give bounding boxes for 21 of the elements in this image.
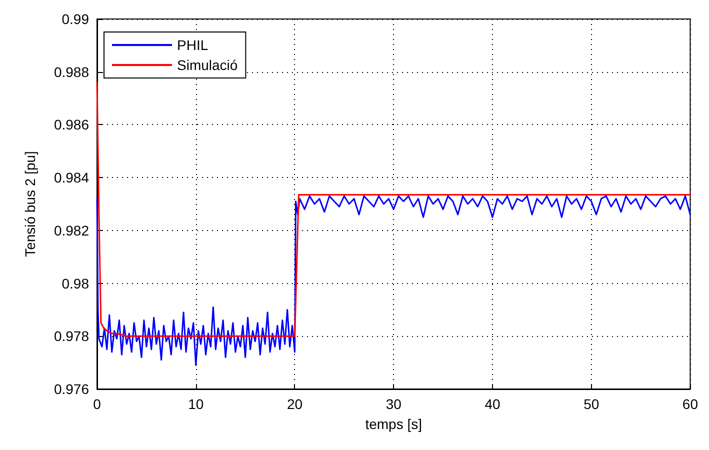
y-tick-label: 0.982	[54, 222, 90, 238]
x-tick-label: 10	[188, 396, 204, 412]
y-axis-title: Tensió bus 2 [pu]	[22, 151, 38, 257]
y-tick-label: 0.978	[54, 328, 90, 344]
x-tick-label: 20	[286, 396, 303, 412]
x-tick-label: 40	[484, 396, 500, 412]
y-tick-label: 0.988	[54, 64, 90, 80]
y-tick-label: 0.984	[54, 170, 90, 186]
y-tick-label: 0.986	[54, 116, 90, 133]
legend-label: PHIL	[177, 37, 208, 53]
y-tick-label: 0.976	[54, 381, 90, 397]
x-tick-label: 30	[386, 396, 402, 412]
x-tick-label: 0	[93, 396, 102, 412]
legend-label: Simulació	[177, 57, 238, 73]
x-tick-label: 60	[682, 396, 698, 412]
x-axis-title: temps [s]	[365, 416, 422, 432]
y-tick-label: 0.98	[62, 275, 90, 292]
x-tick-label: 50	[584, 396, 600, 412]
line-series	[96, 82, 691, 337]
y-tick-label: 0.99	[62, 11, 90, 27]
line-series	[96, 195, 691, 366]
